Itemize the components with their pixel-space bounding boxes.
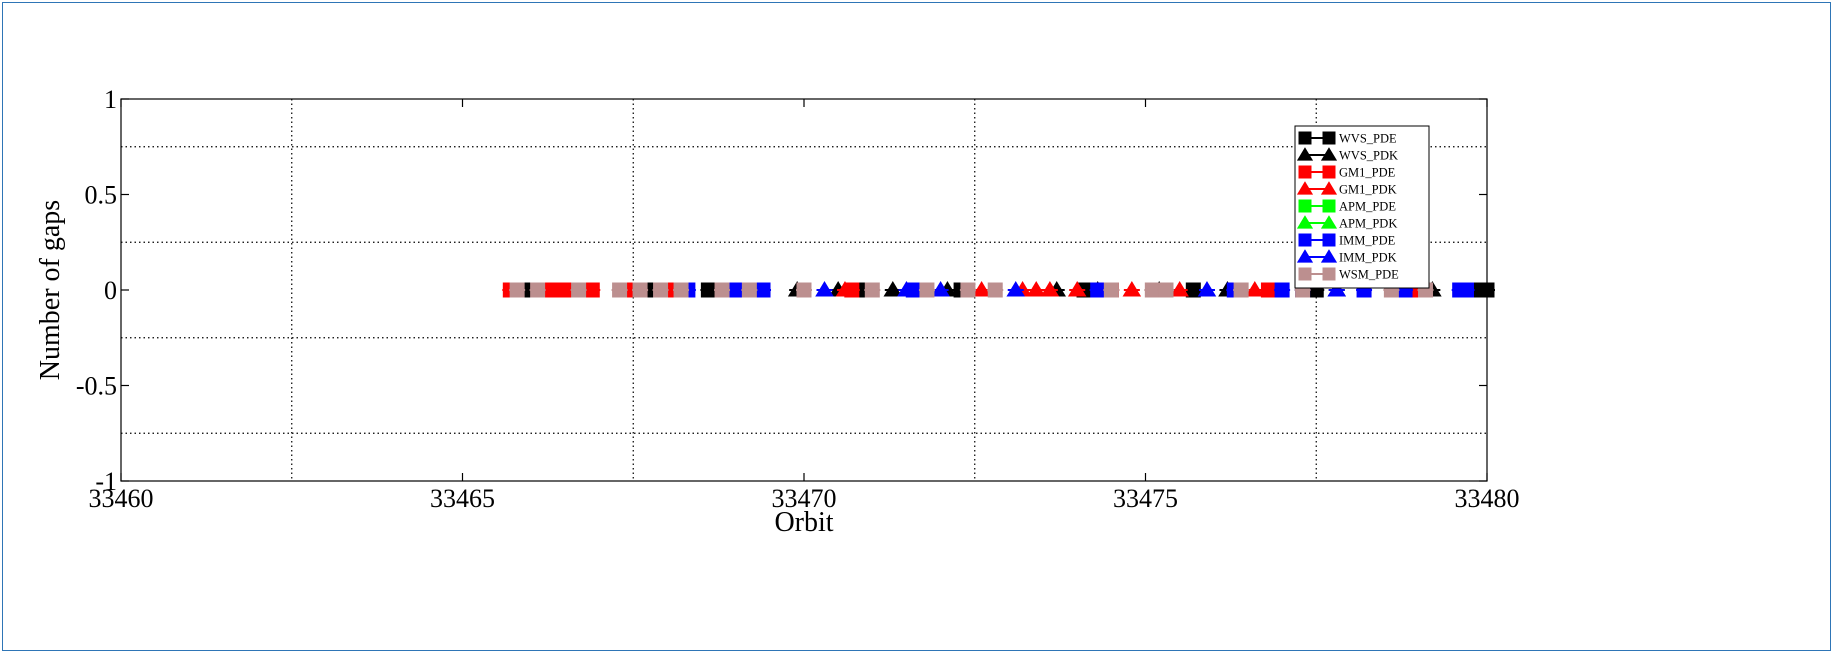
series-point-gm1-pdk bbox=[835, 281, 855, 297]
legend-marker bbox=[1298, 233, 1312, 247]
legend-entry-label: GM1_PDE bbox=[1339, 166, 1396, 180]
x-tick-label: 33460 bbox=[89, 484, 154, 513]
legend-marker bbox=[1296, 181, 1314, 195]
series-point-wsm-pde bbox=[632, 282, 648, 298]
series-point-gm1-pde bbox=[584, 282, 600, 298]
series-point-wsm-pde bbox=[1158, 282, 1174, 298]
series-point-gm1-pdk bbox=[1122, 281, 1142, 297]
y-axis-label: Number of gaps bbox=[35, 200, 66, 380]
legend-marker bbox=[1296, 215, 1314, 229]
legend-marker bbox=[1322, 267, 1336, 281]
series-point-imm-pdk bbox=[897, 281, 916, 297]
series-point-imm-pde bbox=[755, 282, 771, 298]
series-point-imm-pde bbox=[1090, 282, 1106, 298]
series-point-wsm-pde bbox=[1233, 282, 1249, 298]
series-point-imm-pdk bbox=[815, 281, 834, 297]
series-point-gm1-pde bbox=[557, 282, 573, 298]
series-point-wsm-pde bbox=[796, 282, 812, 298]
series-point-imm-pdk bbox=[1006, 281, 1026, 297]
series-point-gm1-pdk bbox=[1067, 281, 1087, 297]
series-point-imm-pde bbox=[1274, 282, 1290, 298]
x-axis-label: Orbit bbox=[774, 507, 833, 538]
series-point-wsm-pde bbox=[509, 282, 525, 298]
series-point-wsm-pde bbox=[612, 282, 628, 298]
legend-marker bbox=[1298, 199, 1312, 213]
legend-marker bbox=[1320, 215, 1338, 229]
series-point-imm-pde bbox=[1459, 282, 1475, 298]
legend-marker bbox=[1298, 131, 1312, 145]
gaps-chart: 33460 33465 33470 33475 33480 -1 -0.5 0 0.5 1 Orb… bbox=[35, 85, 1520, 538]
series-point-gm1-pdk bbox=[972, 281, 991, 297]
legend-marker bbox=[1322, 131, 1336, 145]
series-point-wsm-pde bbox=[987, 282, 1003, 298]
legend: WVS_PDE WVS_PDK GM1_PDE GM1_PDK APM_PDE APM_P… bbox=[1294, 125, 1430, 289]
legend-marker bbox=[1322, 233, 1336, 247]
y-tick-label: -1 bbox=[95, 467, 117, 496]
series-point-imm-pdk bbox=[1327, 281, 1347, 297]
x-tick-label: 33465 bbox=[430, 484, 495, 513]
legend-marker bbox=[1298, 267, 1312, 281]
y-tick-label: -0.5 bbox=[76, 372, 117, 401]
legend-marker bbox=[1298, 165, 1312, 179]
series-point-wsm-pde bbox=[919, 282, 935, 298]
series-point-wsm-pde bbox=[1103, 282, 1119, 298]
series-point-wsm-pde bbox=[653, 282, 669, 298]
y-tick-label: 0 bbox=[104, 276, 117, 305]
legend-marker bbox=[1320, 249, 1338, 263]
legend-marker bbox=[1320, 181, 1338, 195]
legend-entry-label: WSM_PDE bbox=[1339, 268, 1399, 282]
series-point-wsm-pde bbox=[673, 282, 689, 298]
legend-marker bbox=[1296, 249, 1314, 263]
legend-marker bbox=[1322, 165, 1336, 179]
legend-entry-label: GM1_PDK bbox=[1339, 183, 1397, 197]
tick-labels: 33460 33465 33470 33475 33480 -1 -0.5 0 0.5 1 bbox=[76, 85, 1520, 513]
legend-entry-label: APM_PDE bbox=[1339, 200, 1396, 214]
series-point-imm-pdk bbox=[1197, 281, 1217, 297]
series-point-imm-pdk bbox=[931, 281, 950, 297]
series-point-wsm-pde bbox=[1144, 282, 1160, 298]
y-tick-label: 0.5 bbox=[85, 181, 118, 210]
legend-marker bbox=[1322, 199, 1336, 213]
series-point-wsm-pde bbox=[714, 282, 730, 298]
legend-marker bbox=[1296, 147, 1314, 161]
series-point-wvs-pde bbox=[1185, 282, 1201, 298]
series-point-wvs-pdk bbox=[883, 281, 903, 297]
series-point-gm1-pdk bbox=[1040, 281, 1060, 297]
legend-entry-label: WVS_PDE bbox=[1339, 132, 1397, 146]
series-point-gm1-pdk bbox=[1026, 281, 1046, 297]
series-point-wvs-pde bbox=[700, 282, 716, 298]
x-tick-label: 33470 bbox=[772, 484, 837, 513]
series-point-gm1-pde bbox=[543, 282, 559, 298]
legend-marker bbox=[1320, 147, 1338, 161]
series-point-wsm-pde bbox=[741, 282, 757, 298]
series-point-wsm-pde bbox=[864, 282, 880, 298]
series-point-wvs-pde bbox=[1479, 282, 1495, 298]
series-point-wsm-pde bbox=[960, 282, 976, 298]
legend-entry-label: APM_PDK bbox=[1339, 217, 1397, 231]
series-point-gm1-pdk bbox=[1245, 281, 1265, 297]
x-tick-label: 33480 bbox=[1455, 484, 1520, 513]
series-point-gm1-pdk bbox=[1170, 281, 1189, 297]
legend-entry-label: IMM_PDK bbox=[1339, 251, 1397, 265]
series-point-wsm-pde bbox=[530, 282, 546, 298]
legend-entry-label: WVS_PDK bbox=[1339, 149, 1398, 163]
series-point-gm1-pde bbox=[1260, 282, 1276, 298]
series-point-wsm-pde bbox=[571, 282, 587, 298]
legend-entry-label: IMM_PDE bbox=[1339, 234, 1396, 248]
y-tick-label: 1 bbox=[104, 85, 117, 114]
x-tick-label: 33475 bbox=[1113, 484, 1178, 513]
